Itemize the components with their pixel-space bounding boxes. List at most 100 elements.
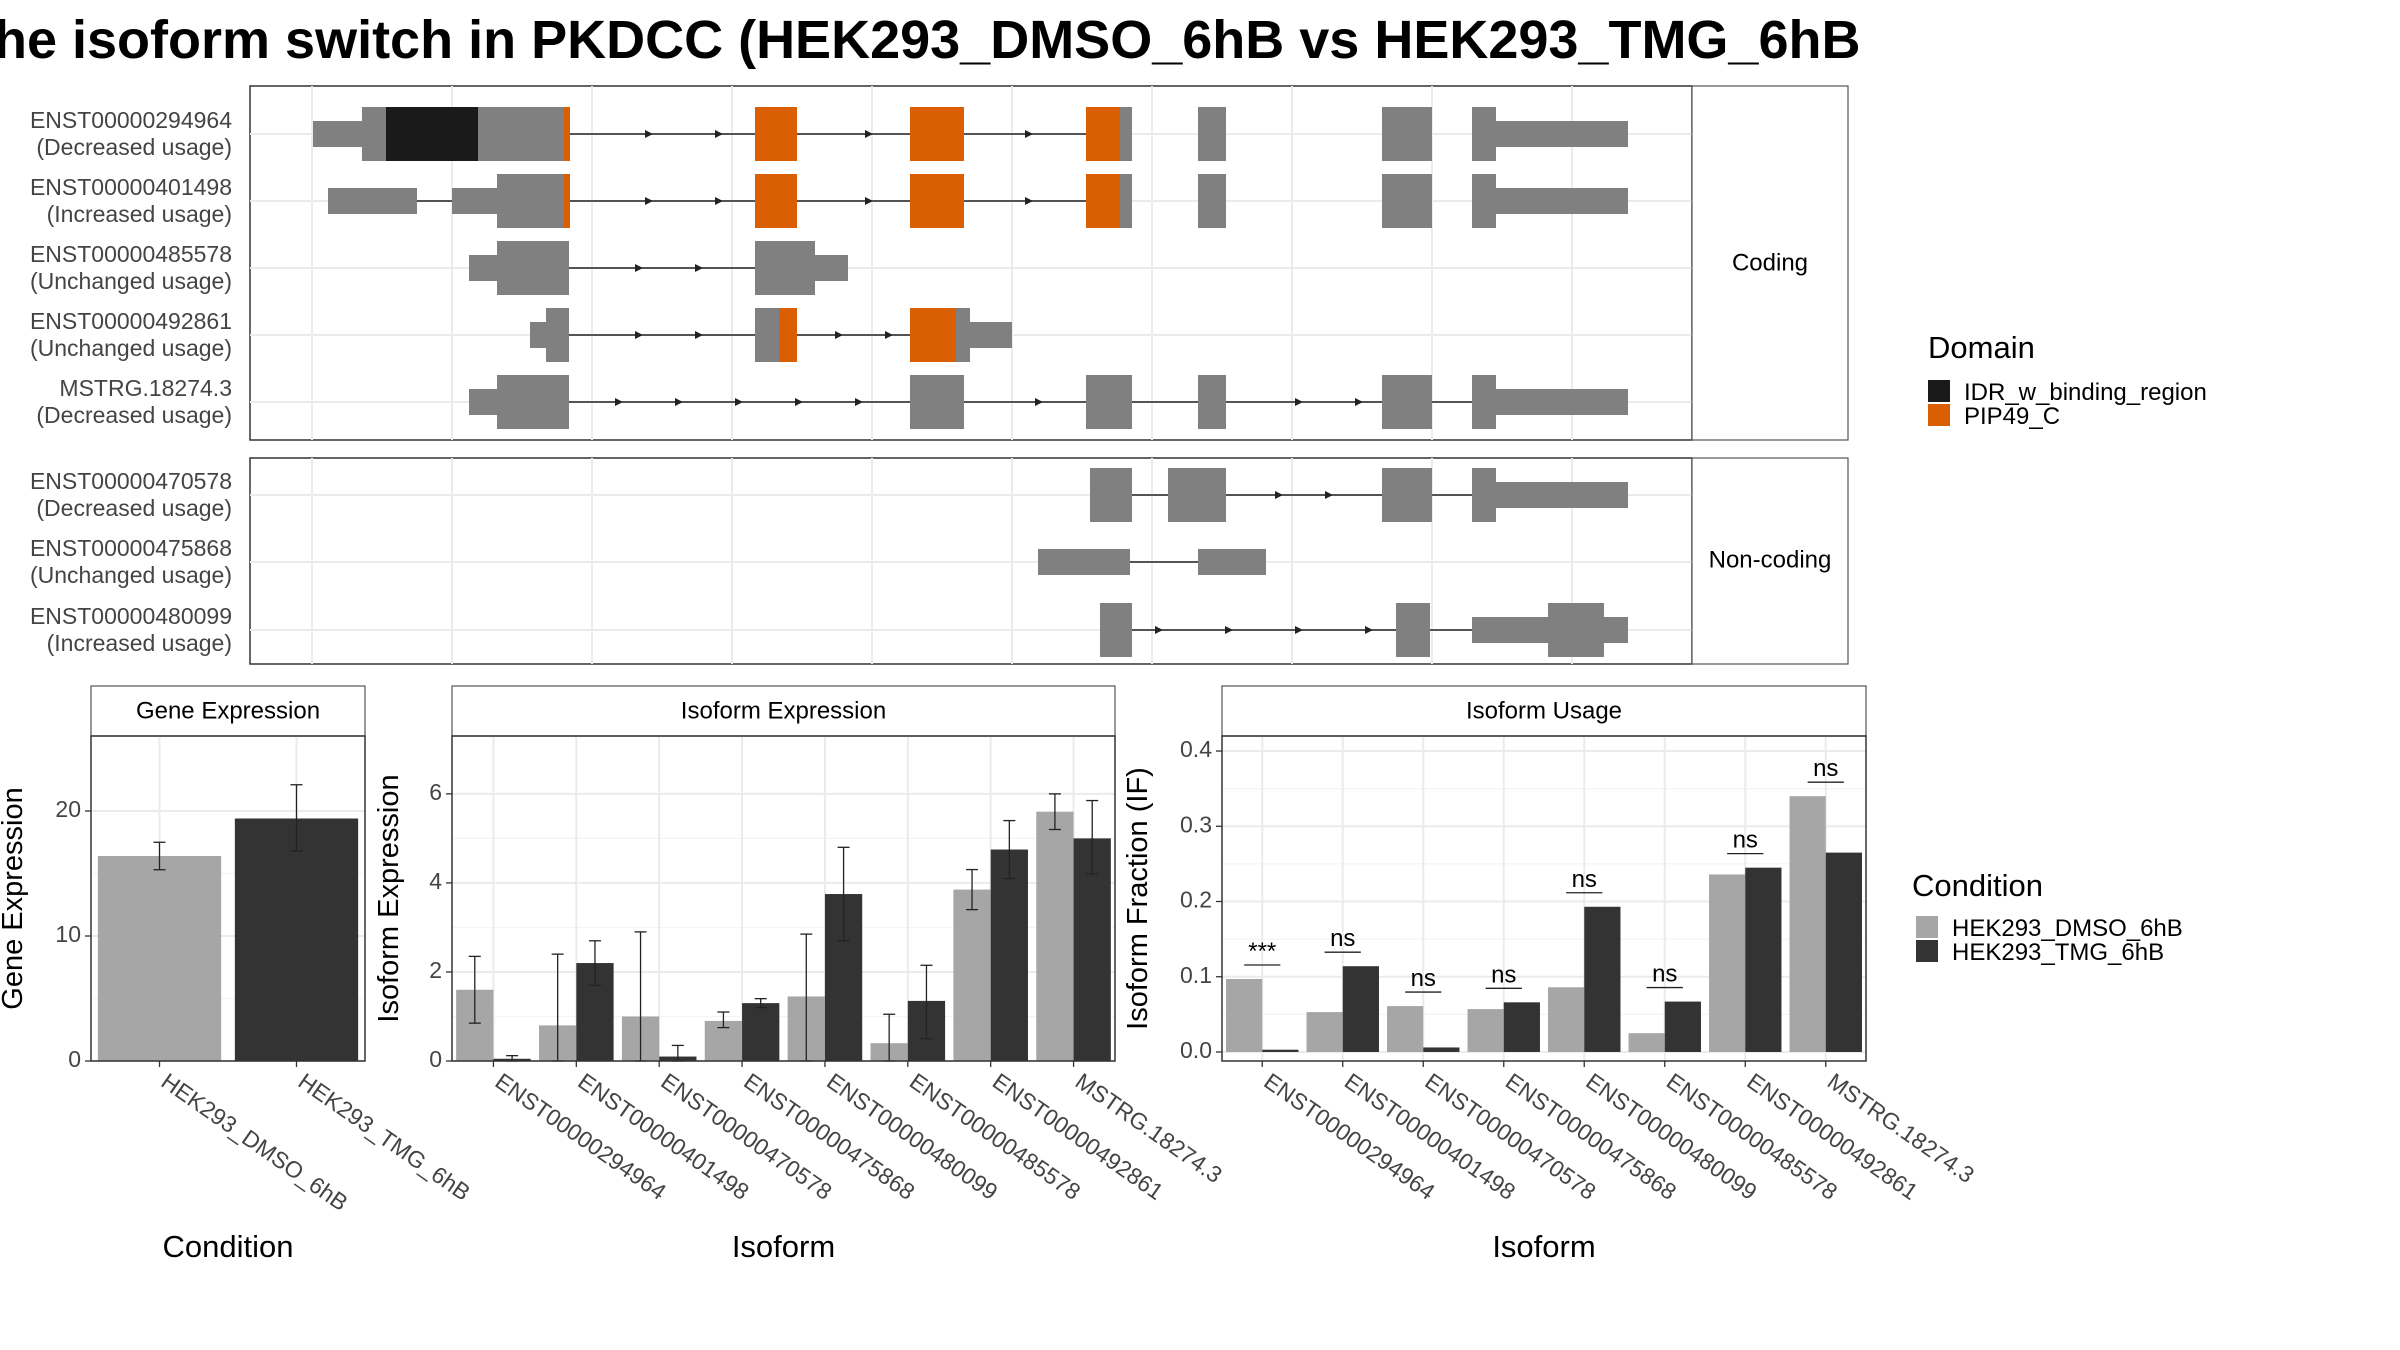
bar xyxy=(1628,1033,1665,1052)
exon-segment xyxy=(546,308,569,362)
bar xyxy=(1825,852,1862,1052)
bar xyxy=(1548,987,1585,1052)
facet-strip-title: Isoform Expression xyxy=(681,697,886,724)
noncoding-strip xyxy=(1691,457,1849,665)
coding-transcript-labels: ENST00000294964(Decreased usage)ENST0000… xyxy=(30,107,232,428)
exon-segment xyxy=(1120,174,1132,228)
exon-segment xyxy=(452,188,497,214)
isoform-usage-chart: Isoform Usage *** ns ns ns ns ns ns ns 0.0 0.1 0.2 0… xyxy=(1122,685,1979,1264)
strand-arrow xyxy=(865,197,873,205)
facet-strip-title: Isoform Usage xyxy=(1466,697,1622,724)
strand-arrow xyxy=(695,331,703,339)
gene-expression-chart: Gene Expression01020HEK293_DMSO_6hBHEK29… xyxy=(0,685,475,1264)
exon-segment xyxy=(469,389,497,415)
exon-segment xyxy=(1496,121,1628,147)
legend-swatch-tmg xyxy=(1916,940,1938,962)
bar xyxy=(990,849,1028,1061)
strand-arrow xyxy=(865,130,873,138)
bar xyxy=(1423,1047,1460,1052)
facet-strip xyxy=(451,685,1116,737)
bar xyxy=(1664,1001,1701,1052)
noncoding-strip-label: Non-coding xyxy=(1709,546,1832,573)
strand-arrow xyxy=(645,197,653,205)
strand-arrow xyxy=(1225,626,1233,634)
strand-arrow xyxy=(675,398,683,406)
y-tick-label: 6 xyxy=(429,779,442,805)
domain-legend-title: Domain xyxy=(1928,330,2035,365)
exon-segment xyxy=(497,375,569,429)
plot-border xyxy=(90,735,366,1062)
exon-segment xyxy=(530,322,546,348)
exon-segment xyxy=(386,107,478,161)
facet-strip xyxy=(90,685,366,737)
exon-segment xyxy=(1086,174,1120,228)
bar xyxy=(1306,1012,1343,1052)
transcript-usage-label: (Unchanged usage) xyxy=(30,562,232,588)
legend-label-dmso: HEK293_DMSO_6hB xyxy=(1952,915,2183,942)
legend-swatch-dmso xyxy=(1916,916,1938,938)
transcript-id-label: MSTRG.18274.3 xyxy=(59,375,232,401)
bar xyxy=(1503,1002,1540,1052)
exon-segment xyxy=(910,174,964,228)
bar xyxy=(1387,1006,1424,1052)
legend-label-pip49: PIP49_C xyxy=(1964,403,2060,430)
exon-segment xyxy=(362,107,386,161)
significance-label: *** xyxy=(1248,938,1276,965)
exon-segment xyxy=(1496,188,1628,214)
bar xyxy=(1709,874,1746,1052)
bar xyxy=(1226,978,1263,1052)
plot-border xyxy=(451,735,1116,1062)
strand-arrow xyxy=(645,130,653,138)
exon-segment xyxy=(1472,468,1496,522)
strand-arrow xyxy=(855,398,863,406)
transcript-id-label: ENST00000294964 xyxy=(30,107,232,133)
y-tick-label: 2 xyxy=(429,957,442,983)
exon-segment xyxy=(1496,482,1628,508)
bar xyxy=(1467,1009,1504,1052)
plot-border xyxy=(1221,735,1867,1062)
strand-arrow xyxy=(1365,626,1373,634)
facet-strip xyxy=(1221,685,1867,737)
y-axis-title: Isoform Expression xyxy=(373,774,405,1022)
bar xyxy=(1073,838,1111,1061)
legend-swatch-pip49 xyxy=(1928,404,1950,426)
exon-segment xyxy=(755,107,797,161)
noncoding-transcript-labels: ENST00000470578(Decreased usage) ENST0000… xyxy=(30,468,232,656)
strand-arrow xyxy=(735,398,743,406)
bar xyxy=(1342,966,1379,1052)
transcript-usage-label: (Increased usage) xyxy=(47,630,232,656)
strand-arrow xyxy=(1295,398,1303,406)
strand-arrow xyxy=(635,331,643,339)
significance-label: ns xyxy=(1491,961,1516,988)
exon-segment xyxy=(1472,174,1496,228)
exon-segment xyxy=(1198,549,1266,575)
structure-noncoding-panel: Non-coding ENST00000470578(Decreased usa… xyxy=(30,457,1849,665)
figure-title: he isoform switch in PKDCC (HEK293_DMSO_… xyxy=(0,10,1860,70)
exon-segment xyxy=(478,107,564,161)
bar xyxy=(1745,867,1782,1052)
exon-segment xyxy=(1100,603,1132,657)
exon-segment xyxy=(1086,107,1120,161)
y-tick-label: 0.1 xyxy=(1180,962,1212,988)
exon-segment xyxy=(755,308,779,362)
exon-segment xyxy=(755,174,797,228)
coding-strip xyxy=(1691,85,1849,441)
exon-segment xyxy=(970,322,1012,348)
exon-segment xyxy=(1198,107,1226,161)
y-tick-label: 0.0 xyxy=(1180,1037,1212,1063)
condition-legend: Condition HEK293_DMSO_6hB HEK293_TMG_6hB xyxy=(1912,868,2183,966)
y-axis-title: Gene Expression xyxy=(0,787,29,1009)
transcript-id-label: ENST00000492861 xyxy=(30,308,232,334)
exon-segment xyxy=(1472,617,1548,643)
strand-arrow xyxy=(615,398,623,406)
domain-legend: Domain IDR_w_binding_region PIP49_C xyxy=(1928,330,2207,430)
exon-segment xyxy=(910,107,964,161)
y-tick-label: 0 xyxy=(68,1046,81,1072)
exon-segment xyxy=(755,241,815,295)
strand-arrow xyxy=(1025,197,1033,205)
transcript-id-label: ENST00000401498 xyxy=(30,174,232,200)
strand-arrow xyxy=(1325,491,1333,499)
x-axis-title: Isoform xyxy=(1492,1229,1595,1264)
bar xyxy=(97,856,222,1061)
